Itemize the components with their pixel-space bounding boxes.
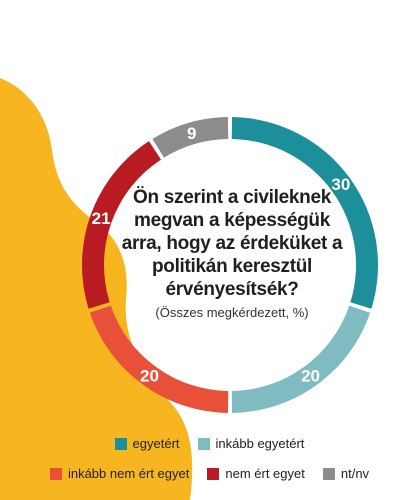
donut-slice — [231, 117, 378, 309]
donut-slice — [82, 141, 162, 309]
legend-label: egyetért — [132, 436, 180, 451]
donut-slice — [231, 305, 371, 413]
data-label: 30 — [331, 175, 350, 194]
donut-slice — [152, 117, 229, 158]
legend-item-egyetert: egyetért — [114, 436, 180, 451]
legend-swatch — [207, 467, 220, 480]
chart-title: Ön szerint a civileknek megvan a képessé… — [121, 187, 343, 300]
donut-ring — [82, 117, 378, 413]
data-label: 20 — [301, 366, 320, 385]
legend-label: inkább nem ért egyet — [67, 466, 190, 481]
legend-swatch — [114, 437, 127, 450]
chart-subtitle: (Összes megkérdezett, %) — [155, 305, 309, 320]
data-label: 9 — [187, 124, 196, 143]
data-labels: 30 20 20 21 9 — [92, 124, 351, 385]
legend-swatch — [49, 467, 62, 480]
legend-row-2: inkább nem ért egyet nem ért egyet nt/nv — [0, 466, 419, 481]
chart-center-text: Ön szerint a civileknek megvan a képessé… — [118, 186, 346, 321]
legend-item-inkabb-nem-ert-egyet: inkább nem ért egyet — [49, 466, 190, 481]
legend-row-1: egyetért inkább egyetért — [0, 436, 419, 451]
legend-label: nt/nv — [340, 466, 370, 481]
legend-item-nem-ert-egyet: nem ért egyet — [207, 466, 305, 481]
data-label: 20 — [140, 366, 159, 385]
data-label: 21 — [92, 209, 111, 228]
legend-label: inkább egyetért — [215, 436, 305, 451]
legend-item-nt-nv: nt/nv — [322, 466, 370, 481]
donut-slice — [89, 305, 229, 413]
legend-swatch — [197, 437, 210, 450]
legend-label: nem ért egyet — [225, 466, 305, 481]
legend-swatch — [322, 467, 335, 480]
legend-item-inkabb-egyetert: inkább egyetért — [197, 436, 305, 451]
